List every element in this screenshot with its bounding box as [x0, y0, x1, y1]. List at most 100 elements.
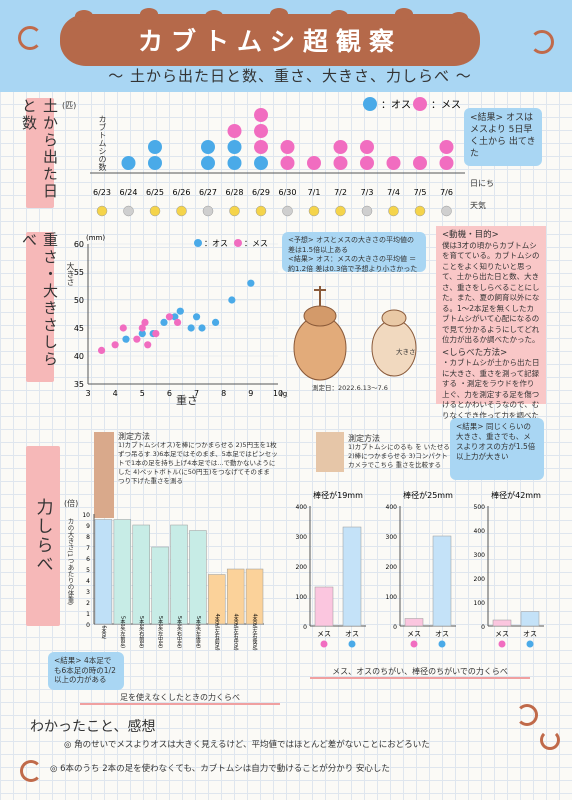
legend-osu-label: ：オス [381, 99, 411, 111]
y-tick-label: 200 [474, 576, 486, 583]
legend-dot [320, 640, 328, 648]
data-point [160, 318, 168, 326]
x-tick-label: メス [317, 630, 331, 638]
section2-xlabel: 重さ [176, 394, 198, 407]
section2-result: <結果> オス：メスの大きさの平均値 ＝約1.2倍 差は0.3倍で予想より小さか… [288, 255, 418, 273]
data-point [122, 335, 130, 343]
data-point [360, 140, 374, 154]
y-tick-label: 400 [386, 504, 398, 511]
beetle-icon [395, 8, 413, 20]
weather-icon [96, 205, 108, 217]
legend-dot [498, 640, 506, 648]
x-tick-label: 7/4 [387, 188, 400, 197]
x-tick-label: 7/1 [308, 188, 321, 197]
data-point [173, 318, 182, 326]
section1-result: <結果> オスはメスより 5日早く土から 出てきた [464, 108, 542, 166]
section1-label: 土から出た日と数 [20, 98, 59, 208]
weather-icon [308, 205, 320, 217]
y-tick-label: 400 [296, 504, 308, 511]
page-title: カブトムシ超観察 [137, 27, 402, 56]
data-point [192, 313, 201, 321]
x-tick-label: 5本足(左中足) [157, 616, 163, 648]
y-tick-label: 100 [474, 600, 486, 607]
data-point [227, 140, 242, 154]
x-tick-label: 7/5 [414, 188, 427, 197]
y-tick-label: 60 [74, 240, 84, 249]
measure-date: 測定日：2022.6.13〜7.6 [312, 384, 388, 392]
weather-icon [123, 205, 134, 217]
data-point [254, 140, 268, 154]
x-tick-label: 5本足(右前足) [138, 616, 144, 648]
svg-text:：メス: ：メス [244, 239, 268, 248]
data-point [187, 324, 195, 332]
section2-label: 重さ・大きさしらべ [20, 232, 59, 382]
data-point [176, 307, 184, 315]
y-tick-label: 50 [74, 296, 84, 305]
data-point [138, 324, 146, 332]
x-tick-label: 6/27 [199, 188, 217, 197]
weather-icon [229, 205, 240, 217]
left-method-title: 測定方法 [118, 432, 150, 441]
bar [132, 524, 150, 625]
data-point [138, 330, 146, 338]
weather-icon [361, 205, 373, 217]
bar [208, 574, 226, 625]
data-point [280, 156, 295, 170]
x-tick-label: 6/25 [146, 188, 164, 197]
data-point [386, 156, 401, 170]
chart-title: 棒径が25mm [403, 490, 453, 500]
data-point [333, 156, 348, 170]
y-tick-label: 0 [86, 622, 90, 629]
title-banner [60, 14, 480, 66]
weather-icon [255, 205, 267, 217]
data-point [280, 140, 295, 154]
beetle-icon [205, 10, 223, 22]
y-tick-label: 200 [386, 564, 398, 571]
bar [314, 586, 334, 627]
x-tick-label: 6/29 [252, 188, 270, 197]
bar [342, 526, 362, 627]
y-tick-label: 6 [86, 556, 90, 563]
y-tick-label: 0 [303, 624, 307, 631]
x-tick-label: 6/28 [226, 188, 244, 197]
weather-label: 天気 [470, 201, 486, 210]
x-tick-label: オス [435, 630, 449, 638]
left-chart-caption: 足を使えなくしたときの力くらべ [80, 692, 280, 705]
y-tick-label: 100 [386, 594, 398, 601]
y-tick-label: 10 [82, 512, 90, 519]
x-unit: (g) [280, 390, 288, 398]
y-tick-label: 300 [474, 552, 486, 559]
x-tick-label: 3 [85, 389, 90, 398]
x-tick-label: 5本足(左前足) [119, 616, 125, 648]
x-tick-label: オス [523, 630, 537, 638]
larva-icon [20, 760, 42, 782]
weather-icon [202, 205, 214, 217]
beetle-icon [270, 8, 288, 20]
data-point [307, 156, 321, 170]
data-point [201, 156, 215, 170]
beetle-icon [330, 10, 348, 22]
weather-icon [282, 205, 293, 217]
data-point [247, 279, 255, 287]
data-point [152, 330, 160, 338]
section2-ylabel: 大きさ [66, 262, 75, 286]
data-point [111, 341, 119, 349]
x-tick-label: 6 [167, 389, 172, 398]
x-tick-label: 6本足 [100, 625, 106, 640]
data-point [171, 313, 179, 321]
x-tick-label: 4 [113, 389, 118, 398]
bar [432, 535, 452, 627]
data-point [228, 296, 236, 304]
x-tick-label: 6/30 [279, 188, 297, 197]
bar [492, 619, 512, 627]
legend-dot [410, 640, 418, 648]
bar [404, 618, 424, 627]
bar [151, 546, 169, 625]
y-tick-label: 200 [296, 564, 308, 571]
section1-xlabel: 日にち [470, 179, 494, 188]
conclusion-line2: ◎ 6本のうち 2本の足を使わなくても、カブトムシは自力で動けることが分かり 安… [50, 764, 390, 774]
y-unit: (mm) [86, 234, 105, 242]
y-tick-label: 400 [474, 528, 486, 535]
y-tick-label: 100 [296, 594, 308, 601]
